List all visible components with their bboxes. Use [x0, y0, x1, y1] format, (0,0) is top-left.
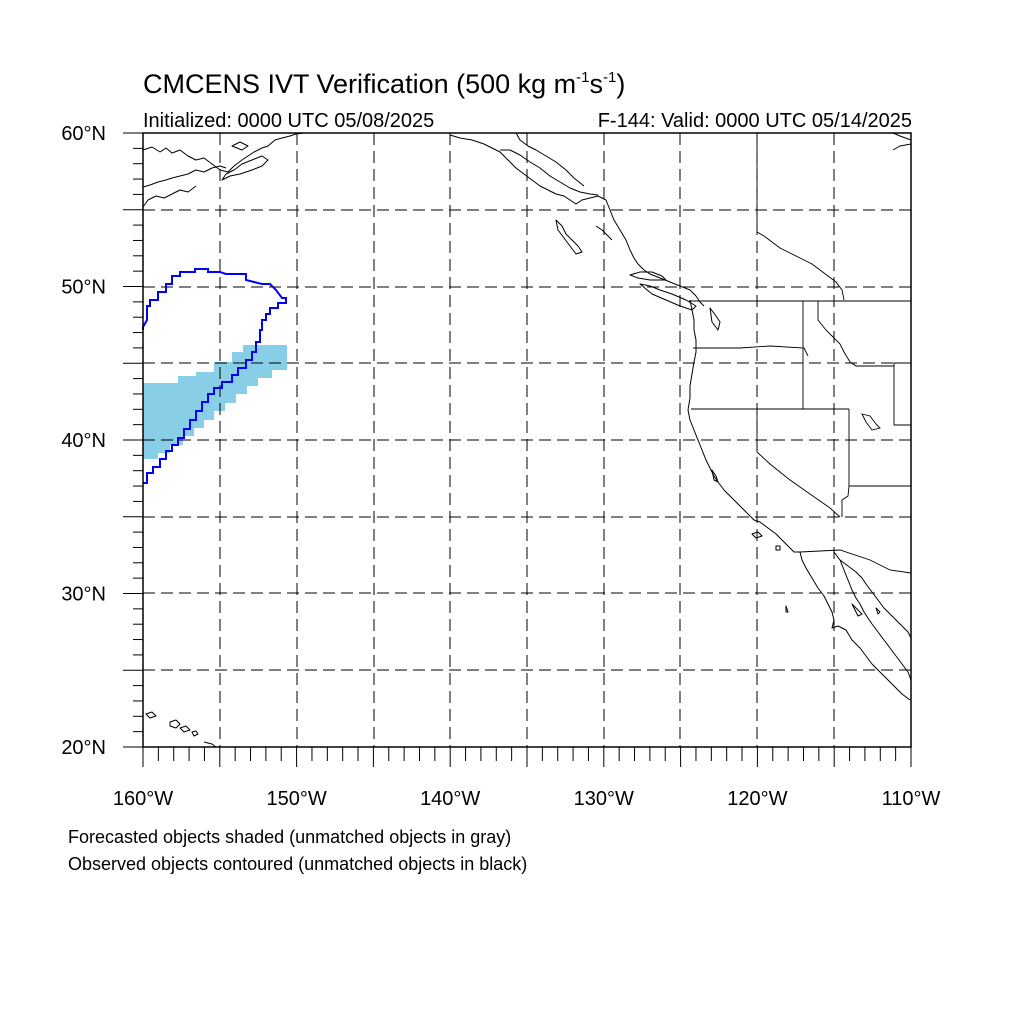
lat-label: 30°N [61, 584, 106, 606]
lat-label: 20°N [61, 737, 106, 759]
axis-ticks [123, 132, 912, 767]
valid-time: F-144: Valid: 0000 UTC 05/14/2025 [597, 110, 912, 132]
initialized-time: Initialized: 0000 UTC 05/08/2025 [143, 110, 435, 132]
political-borders [689, 133, 912, 574]
lon-label: 120°W [727, 788, 787, 810]
lat-label: 50°N [61, 277, 106, 299]
forecast-object [143, 345, 287, 459]
legend-observed-note: Observed objects contoured (unmatched ob… [68, 854, 528, 874]
map-title: CMCENS IVT Verification (500 kg m-1s-1) [143, 69, 626, 99]
map-frame [142, 132, 912, 748]
lat-label: 60°N [61, 123, 106, 145]
lat-lon-grid [143, 133, 911, 747]
lon-label: 130°W [574, 788, 634, 810]
lat-label: 40°N [61, 430, 106, 452]
coastlines [142, 132, 912, 748]
legend-forecast-note: Forecasted objects shaded (unmatched obj… [68, 827, 512, 847]
observed-object-contour [142, 268, 287, 484]
lon-label: 110°W [882, 788, 941, 810]
lon-label: 150°W [266, 788, 326, 810]
lon-label: 140°W [420, 788, 480, 810]
lon-label: 160°W [113, 788, 173, 810]
axis-labels: 160°W 150°W 140°W 130°W 120°W 110°W 20°N 30°N 40… [61, 123, 940, 810]
